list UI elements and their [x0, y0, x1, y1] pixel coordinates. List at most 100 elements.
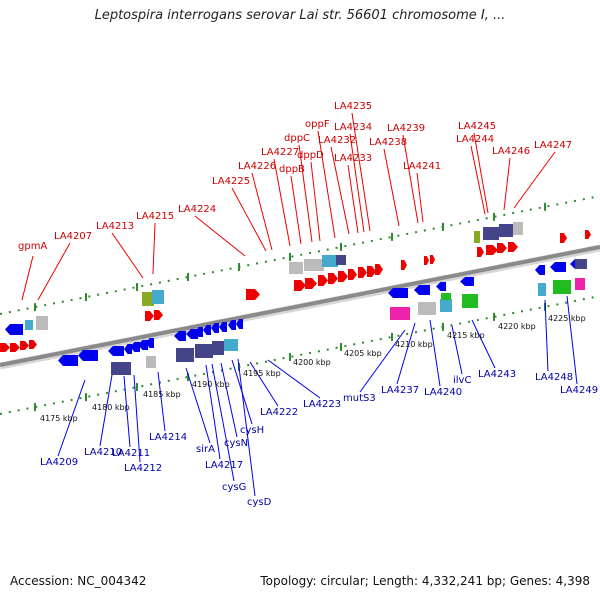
- reverse-gene-arrow: [236, 319, 243, 329]
- gene-leader-line: [251, 172, 273, 251]
- gene-feature-box: [553, 280, 571, 294]
- gene-feature-box: [440, 299, 452, 312]
- gene-label: LA4235: [334, 101, 372, 112]
- gene-leader-line: [152, 222, 156, 275]
- forward-gene-arrow: [358, 267, 367, 278]
- gene-leader-line: [351, 112, 371, 232]
- reverse-gene-arrow: [211, 323, 219, 333]
- gene-leader-line: [471, 319, 496, 369]
- gene-label: LA4243: [478, 369, 516, 380]
- reverse-gene-arrow: [5, 324, 23, 335]
- gene-leader-line: [349, 133, 365, 233]
- gene-label: gpmA: [18, 241, 47, 252]
- forward-gene-arrow: [338, 271, 348, 282]
- reverse-gene-arrow: [124, 344, 132, 354]
- gene-leader-line: [211, 363, 235, 482]
- scale-label: 4190 kbp: [192, 380, 230, 389]
- gene-leader-line: [470, 145, 486, 215]
- gene-leader-line: [273, 158, 291, 247]
- gene-leader-line: [99, 374, 113, 447]
- scale-label: 4205 kbp: [344, 349, 382, 358]
- gene-leader-line: [503, 157, 511, 211]
- gene-leader-line: [205, 364, 221, 460]
- gene-feature-box: [111, 362, 131, 375]
- gene-label: cysD: [247, 497, 272, 508]
- gene-leader-line: [37, 242, 71, 301]
- gene-label: LA4247: [534, 140, 572, 151]
- reverse-gene-arrow: [414, 285, 430, 295]
- gene-feature-box: [176, 348, 194, 362]
- forward-gene-arrow: [486, 245, 498, 255]
- gene-leader-line: [133, 374, 141, 463]
- scale-label: 4200 kbp: [293, 358, 331, 367]
- gene-label: LA4241: [403, 161, 441, 172]
- gene-feature-box: [25, 320, 33, 330]
- forward-gene-arrow: [0, 343, 10, 352]
- forward-scale-line: [0, 195, 600, 315]
- scale-label: 4220 kbp: [498, 322, 536, 331]
- gene-feature-box: [336, 255, 346, 265]
- gene-label: LA4237: [381, 385, 419, 396]
- reverse-gene-arrow: [535, 265, 545, 275]
- gene-leader-line: [237, 358, 256, 497]
- gene-label: LA4249: [560, 385, 598, 396]
- forward-gene-arrow: [424, 256, 429, 265]
- gene-leader-line: [402, 134, 419, 224]
- forward-gene-arrow: [10, 343, 20, 352]
- scale-label: 4195 kbp: [243, 369, 281, 378]
- forward-scale-ticks: [34, 202, 546, 312]
- gene-label: dppD: [297, 150, 324, 161]
- gene-label: sirA: [196, 444, 215, 455]
- gene-label: oppF: [305, 119, 330, 130]
- forward-gene-arrow: [375, 264, 383, 275]
- gene-feature-box: [289, 262, 303, 274]
- forward-gene-arrow: [401, 260, 407, 270]
- gene-leader-line: [57, 379, 86, 457]
- gene-feature-box: [390, 307, 410, 320]
- scale-label: 4210 kbp: [395, 340, 433, 349]
- gene-leader-line: [347, 164, 359, 234]
- reverse-gene-arrow: [228, 320, 236, 330]
- gene-leader-line: [396, 322, 416, 385]
- gene-leader-line: [383, 148, 400, 227]
- gene-label: LA4227: [261, 147, 299, 158]
- gene-leader-line: [310, 161, 321, 242]
- forward-gene-arrow: [348, 269, 357, 280]
- reverse-gene-arrow: [58, 355, 78, 366]
- reverse-gene-arrow: [138, 340, 148, 350]
- gene-leader-line: [330, 146, 350, 235]
- scale-label: 4215 kbp: [447, 331, 485, 340]
- gene-leader-line: [566, 295, 578, 385]
- scale-label: 4175 kbp: [40, 414, 78, 423]
- gene-feature-box: [513, 222, 523, 235]
- gene-leader-line: [267, 359, 321, 399]
- gene-leader-line: [429, 319, 441, 387]
- gene-label: LA4222: [260, 407, 298, 418]
- gene-feature-box: [304, 259, 324, 271]
- gene-label: LA4213: [96, 221, 134, 232]
- gene-leader-line: [317, 130, 336, 239]
- gene-label: cysG: [222, 482, 246, 493]
- forward-gene-arrow: [294, 280, 306, 291]
- gene-leader-line: [111, 232, 144, 279]
- gene-label: LA4209: [40, 457, 78, 468]
- gene-label: LA4215: [136, 211, 174, 222]
- gene-feature-box: [152, 290, 164, 304]
- gene-leader-line: [544, 299, 549, 372]
- gene-feature-box: [146, 356, 156, 368]
- gene-feature-box: [224, 339, 238, 351]
- gene-label: LA4238: [369, 137, 407, 148]
- gene-leader-line: [249, 361, 279, 407]
- gene-feature-box: [212, 341, 224, 355]
- gene-leader-line: [298, 144, 313, 243]
- gene-label: LA4226: [238, 161, 276, 172]
- forward-gene-arrow: [430, 255, 435, 264]
- gene-label: LA4233: [334, 153, 372, 164]
- gene-label: LA4234: [334, 122, 372, 133]
- gene-label: dppB: [279, 164, 305, 175]
- forward-gene-arrow: [318, 275, 328, 286]
- reverse-gene-arrow: [219, 322, 227, 332]
- gene-feature-box: [142, 292, 154, 306]
- gene-label: LA4210: [84, 447, 122, 458]
- gene-label: LA4248: [535, 372, 573, 383]
